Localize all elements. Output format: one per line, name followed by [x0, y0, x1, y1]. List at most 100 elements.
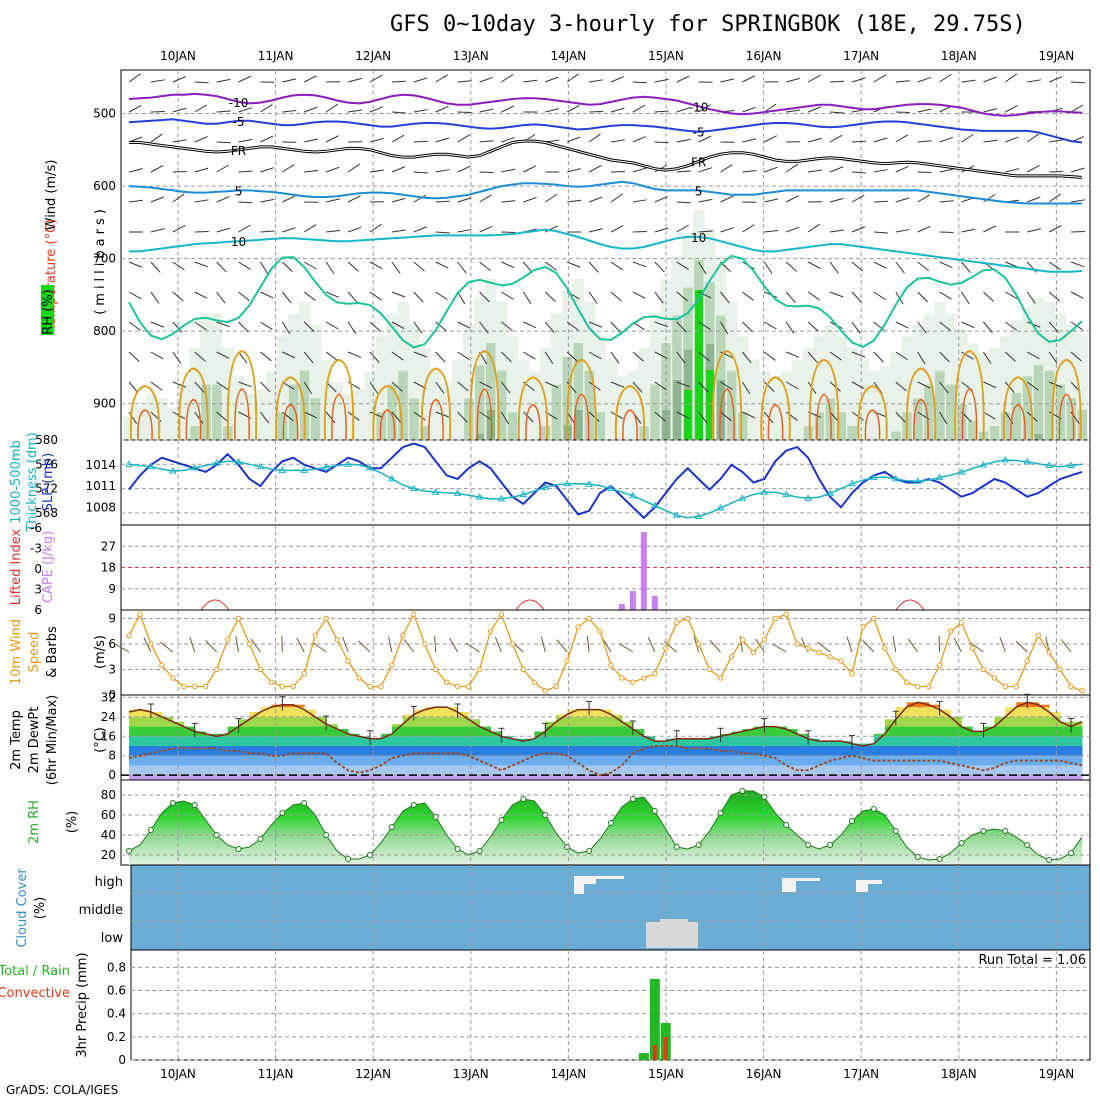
- thickness-marker: [453, 489, 462, 496]
- thickness-marker: [672, 511, 681, 518]
- rh-point: [213, 832, 220, 838]
- wind-barb: [764, 166, 778, 173]
- temp-band: [326, 746, 338, 756]
- temp-band: [227, 726, 240, 737]
- cape-bar: [651, 595, 658, 610]
- rh-point: [147, 827, 154, 833]
- thickness-marker: [913, 477, 922, 484]
- temp-tick: 24: [101, 710, 116, 724]
- temp-band: [775, 746, 787, 756]
- wind-barb: [457, 411, 468, 423]
- temp-band: [972, 731, 984, 737]
- wind-barb: [238, 170, 253, 173]
- wind-barb: [588, 228, 603, 233]
- wind-speed-point: [476, 666, 483, 673]
- rh-point: [388, 824, 395, 830]
- top-date-label: 10JAN: [160, 49, 196, 63]
- wind10-barb: [434, 636, 437, 653]
- temp2m-label-3: (6hr Min/Max): [45, 695, 60, 785]
- temp-band: [654, 765, 667, 776]
- rh-point: [827, 842, 834, 848]
- wind-barb: [698, 291, 712, 299]
- temp-band: [862, 755, 875, 766]
- temp-band: [413, 746, 426, 756]
- temp-band: [786, 765, 798, 776]
- temp-band: [534, 755, 546, 766]
- rh-point: [980, 828, 987, 834]
- temp-band: [183, 736, 196, 746]
- wind-speed-point: [400, 632, 406, 639]
- rh-point: [191, 802, 198, 808]
- wind-barb: [786, 109, 801, 113]
- wind-barb: [610, 76, 625, 83]
- credit-text: GrADS: COLA/IGES: [6, 1083, 119, 1097]
- wind-barb: [742, 75, 756, 83]
- temp-band: [1060, 755, 1072, 766]
- wind-barb: [720, 78, 735, 83]
- temp-band: [753, 736, 765, 746]
- wind-barb: [391, 351, 404, 361]
- temp-band: [687, 746, 700, 756]
- temp-band: [150, 755, 163, 766]
- temp-band: [1071, 755, 1083, 766]
- temp-band: [139, 736, 152, 746]
- wind-barb: [851, 171, 866, 174]
- temp-band: [621, 721, 634, 727]
- temp-band: [271, 746, 283, 756]
- wind-speed-point: [860, 624, 866, 630]
- wind-barb: [304, 170, 319, 173]
- wind-barb: [786, 77, 800, 83]
- temp-band: [1060, 736, 1072, 746]
- wind-barb: [216, 411, 228, 422]
- rh-column: [956, 329, 968, 440]
- top-date-label: 14JAN: [551, 49, 587, 63]
- temp-band: [545, 765, 557, 776]
- rh-column: [463, 325, 475, 440]
- temp-band: [1038, 704, 1050, 708]
- wind-barb: [939, 291, 952, 300]
- wind-barb: [523, 321, 537, 329]
- cape-tick: 9: [108, 582, 116, 596]
- temp-band: [665, 755, 678, 766]
- temp-band: [205, 755, 218, 766]
- rh-point: [1002, 828, 1009, 834]
- wind-barb: [260, 230, 275, 233]
- wind-barb: [610, 321, 621, 333]
- wind10-barb: [235, 636, 240, 653]
- temp-band: [183, 755, 196, 766]
- rh-column-high: [684, 390, 693, 440]
- wind10-tick: 0: [108, 688, 116, 702]
- wind10-barb: [953, 637, 962, 653]
- wind-barb: [238, 75, 252, 83]
- wind-barb: [522, 291, 532, 305]
- temp-band: [556, 746, 568, 756]
- wind-barb: [698, 167, 713, 173]
- wind-barb: [479, 76, 493, 83]
- thickness-marker: [760, 488, 769, 495]
- thickness-slp-lines: [125, 442, 1083, 520]
- rh-label: RH (%): [41, 289, 56, 334]
- temp-band: [753, 726, 765, 737]
- wind-barb: [610, 139, 625, 143]
- wind-barb: [369, 74, 383, 83]
- temp-band: [326, 775, 338, 780]
- cloud-high: [856, 880, 868, 892]
- wind-barb: [216, 291, 226, 304]
- temp-band: [687, 765, 700, 776]
- wind-barb: [632, 104, 646, 113]
- wind-barb: [325, 261, 335, 274]
- wind-speed-point: [323, 615, 329, 622]
- temp-band: [906, 746, 919, 756]
- rh-column: [452, 359, 464, 440]
- temp-band: [906, 765, 919, 776]
- rh-column: [189, 348, 201, 440]
- wind-barb: [150, 351, 164, 360]
- wind-barb: [391, 80, 406, 83]
- wind-barb: [632, 291, 646, 299]
- temp-band: [917, 716, 930, 727]
- temp-band: [282, 746, 294, 756]
- wind10-barb: [772, 643, 787, 653]
- temp-band: [216, 775, 229, 780]
- temp-band: [610, 726, 623, 737]
